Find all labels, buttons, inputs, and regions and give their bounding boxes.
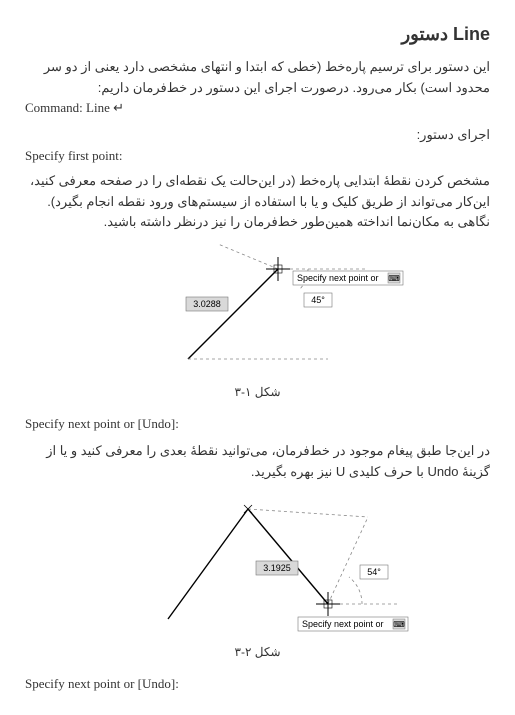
figure-1: 3.0288 45° Specify next point or ⌨ (25, 239, 490, 379)
tooltip-box: Specify next point or ⌨ (293, 271, 403, 285)
dash-ext (328, 517, 368, 604)
dash-ext (218, 244, 278, 269)
specify-next-1: Specify next point or [Undo]: (25, 414, 490, 435)
page-title: دستور Line (25, 20, 490, 49)
prev-line (168, 509, 248, 619)
tooltip-text: Specify next point or (302, 619, 384, 629)
exec-header: اجرای دستور: (25, 125, 490, 146)
figure-2: 3.1925 54° Specify next point or ⌨ (25, 489, 490, 639)
tooltip-text: Specify next point or (297, 273, 379, 283)
drawn-line (188, 269, 278, 359)
angle-arc (349, 577, 362, 604)
angle-label: 45° (311, 295, 325, 305)
length-label-box: 3.1925 (256, 561, 298, 575)
length-label-box: 3.0288 (186, 297, 228, 311)
command-text: Command: Line ↵ (25, 100, 124, 115)
figure-1-caption: شکل ۱-۳ (25, 383, 490, 402)
kbd-icon: ⌨ (388, 274, 400, 283)
command-line: Command: Line ↵ (25, 98, 490, 119)
length-label: 3.0288 (193, 299, 221, 309)
specify-next-2: Specify next point or [Undo]: (25, 674, 490, 695)
look-note: نگاهی به مکان‌نما انداخته همین‌طور خط‌فر… (25, 212, 490, 233)
angle-label-box: 54° (360, 565, 388, 579)
cursor-icon (316, 592, 340, 616)
drawn-line (248, 509, 328, 604)
dash-top (248, 509, 368, 517)
tooltip-box: Specify next point or ⌨ (298, 617, 408, 631)
specify-first: Specify first point: (25, 146, 490, 167)
intro-text: این دستور برای ترسیم پاره‌خط (خطی که ابت… (25, 57, 490, 99)
kbd-icon: ⌨ (393, 620, 405, 629)
angle-label: 54° (367, 567, 381, 577)
length-label: 3.1925 (263, 563, 291, 573)
angle-label-box: 45° (304, 293, 332, 307)
next-desc: در این‌جا طبق پیغام موجود در خط‌فرمان، م… (25, 441, 490, 483)
figure-2-caption: شکل ۲-۳ (25, 643, 490, 662)
firstpoint-desc: مشخص کردن نقطهٔ ابتدایی پاره‌خط (در این‌… (25, 171, 490, 213)
